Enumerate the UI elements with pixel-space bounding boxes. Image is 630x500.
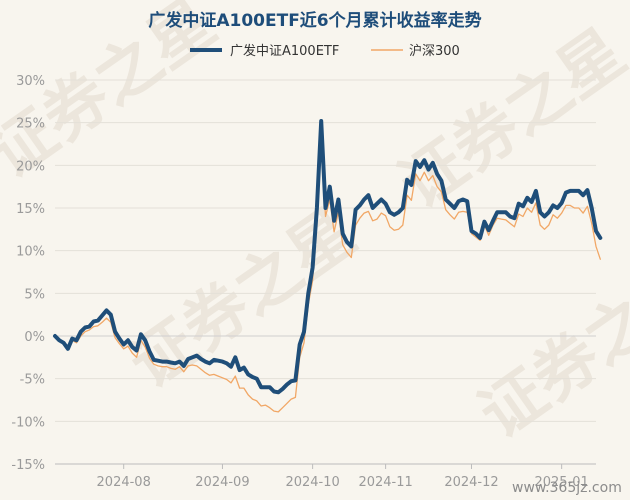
- y-tick-label: 25%: [16, 117, 45, 132]
- legend: 广发中证A100ETF 沪深300: [190, 43, 460, 59]
- x-tick-label: 2024-08: [97, 475, 151, 490]
- legend-label-etf: 广发中证A100ETF: [230, 43, 339, 59]
- watermark-text-4: 证券之星: [467, 246, 630, 453]
- y-tick-label: 10%: [16, 245, 45, 260]
- y-tick-label: 30%: [16, 74, 45, 89]
- grid: [55, 79, 596, 465]
- y-tick-label: -10%: [11, 415, 45, 430]
- watermark-text-2: 证券之星: [117, 196, 369, 403]
- series-line-hs300: [54, 134, 601, 413]
- y-tick-label: -15%: [11, 458, 45, 473]
- y-tick-label: 0%: [24, 330, 45, 345]
- series-line-etf: [53, 119, 603, 395]
- site-watermark: www.365jz.com: [512, 480, 622, 496]
- y-axis-ticks: 30% 25% 20% 15% 10% 5% 0% -5% -10% -15%: [11, 74, 45, 473]
- y-tick-label: 20%: [16, 159, 45, 174]
- x-tick-label: 2024-12: [444, 475, 498, 490]
- x-axis-ticks: 2024-08 2024-09 2024-10 2024-11 2024-12 2025-…: [97, 464, 589, 490]
- x-tick-label: 2024-10: [285, 475, 339, 490]
- series-lines: [53, 119, 603, 413]
- x-tick-label: 2025-01: [534, 475, 588, 490]
- y-tick-label: 15%: [16, 202, 45, 217]
- chart-title: 广发中证A100ETF近6个月累计收益率走势: [148, 10, 481, 31]
- legend-label-hs300: 沪深300: [409, 43, 460, 59]
- y-tick-label: 5%: [24, 287, 45, 302]
- x-tick-label: 2024-09: [195, 475, 249, 490]
- x-tick-label: 2024-11: [358, 475, 412, 490]
- y-tick-label: -5%: [20, 373, 45, 388]
